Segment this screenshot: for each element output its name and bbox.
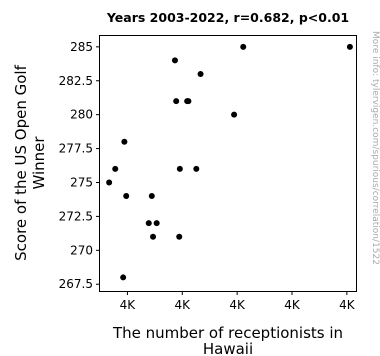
data-point	[121, 138, 128, 145]
y-tick-label: 282.5	[59, 74, 93, 88]
y-tick-label: 272.5	[59, 209, 93, 223]
data-point	[231, 111, 238, 118]
data-point	[346, 43, 353, 50]
data-point	[106, 179, 113, 186]
data-point	[123, 193, 130, 200]
data-point	[120, 274, 127, 281]
x-axis-label-line-2: Hawaii	[203, 340, 253, 356]
data-point	[176, 233, 183, 240]
data-point	[112, 165, 119, 172]
data-points	[106, 43, 353, 281]
data-point	[185, 98, 192, 105]
data-point	[193, 165, 200, 172]
y-tick-label: 280	[70, 108, 93, 122]
data-point	[176, 165, 183, 172]
data-point	[240, 43, 247, 50]
x-tick-label: 4K	[229, 298, 246, 312]
y-axis-label-line-1: Score of the US Open Golf	[12, 64, 30, 260]
data-point	[197, 70, 204, 77]
data-point	[148, 193, 155, 200]
y-axis-label-line-2: Winner	[30, 136, 48, 190]
y-tick-label: 285	[70, 40, 93, 54]
plot-area-frame	[99, 35, 357, 292]
data-point	[153, 220, 160, 227]
x-tick-label: 4K	[284, 298, 301, 312]
data-point	[173, 98, 180, 105]
x-axis-ticks: 4K 4K 4K 4K 4K	[120, 291, 356, 312]
data-point	[145, 220, 152, 227]
x-tick-label: 4K	[339, 298, 356, 312]
y-tick-label: 277.5	[59, 142, 93, 156]
data-point	[150, 233, 157, 240]
x-tick-label: 4K	[175, 298, 192, 312]
y-tick-label: 267.5	[59, 277, 93, 291]
x-tick-label: 4K	[120, 298, 137, 312]
y-tick-label: 275	[70, 175, 93, 189]
x-axis-label-line-1: The number of receptionists in	[112, 324, 343, 342]
chart-title: Years 2003-2022, r=0.682, p<0.01	[106, 10, 349, 25]
y-axis-ticks: 267.5 270 272.5 275 277.5 280 282.5 285	[59, 40, 100, 291]
y-tick-label: 270	[70, 243, 93, 257]
watermark: More info: tylervigen.com/spurious/corre…	[370, 31, 380, 265]
data-point	[171, 57, 178, 64]
